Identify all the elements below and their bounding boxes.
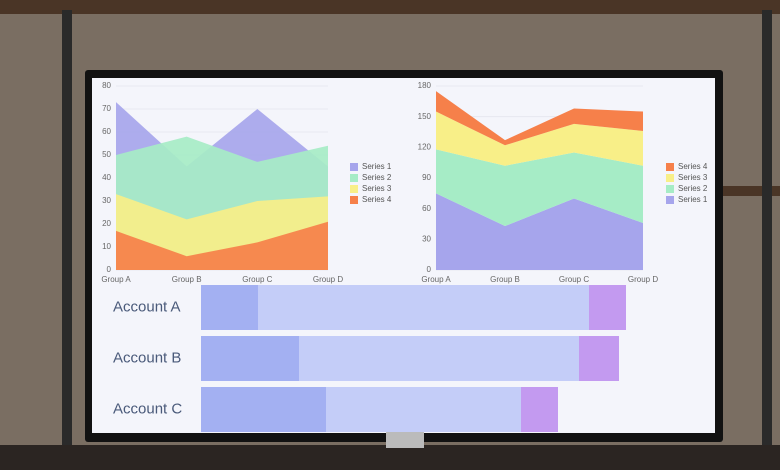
pipe xyxy=(62,10,72,470)
legend-swatch xyxy=(666,196,674,204)
category-label: Account A xyxy=(113,298,181,315)
legend-swatch xyxy=(666,174,674,182)
legend-swatch xyxy=(350,196,358,204)
x-tick-label: Group B xyxy=(490,275,520,284)
x-tick-label: Group A xyxy=(101,275,131,284)
shelf xyxy=(0,0,780,14)
y-tick-label: 30 xyxy=(422,234,431,243)
charts: 0 10 20 30 40 50 60 70 80 Group A Group B Group C Gr… xyxy=(101,81,708,432)
legend-swatch xyxy=(350,185,358,193)
y-tick-label: 50 xyxy=(102,150,111,159)
bar-segment xyxy=(201,285,258,330)
y-tick-label: 80 xyxy=(102,81,111,90)
area xyxy=(436,149,643,227)
bar-segment xyxy=(589,285,626,330)
category-label: Account C xyxy=(113,400,182,417)
y-tick-label: 0 xyxy=(107,265,112,274)
legend-swatch xyxy=(350,163,358,171)
x-tick-label: Group C xyxy=(559,275,589,284)
y-tick-label: 20 xyxy=(102,219,111,228)
area xyxy=(436,193,643,270)
bar-segment xyxy=(299,336,579,381)
bar-segment xyxy=(201,336,299,381)
x-tick-label: Group B xyxy=(172,275,202,284)
bar-segment xyxy=(579,336,619,381)
x-tick-label: Group D xyxy=(313,275,343,284)
category-label: Account B xyxy=(113,349,181,366)
tv-foot xyxy=(386,432,424,448)
bar-segment xyxy=(326,387,521,432)
y-tick-label: 0 xyxy=(427,265,432,274)
x-tick-label: Group C xyxy=(242,275,272,284)
legend-label: Series 2 xyxy=(362,173,392,182)
bar-segment xyxy=(201,387,326,432)
bar-segment xyxy=(521,387,558,432)
stand xyxy=(0,445,780,470)
area xyxy=(116,221,328,270)
legend-swatch xyxy=(666,185,674,193)
y-tick-label: 60 xyxy=(102,127,111,136)
y-tick-label: 60 xyxy=(422,204,431,213)
y-tick-label: 120 xyxy=(418,142,432,151)
legend-label: Series 4 xyxy=(362,195,392,204)
x-tick-label: Group A xyxy=(421,275,451,284)
y-tick-label: 10 xyxy=(102,242,111,251)
y-tick-label: 70 xyxy=(102,104,111,113)
bar-segment xyxy=(258,285,589,330)
area xyxy=(436,111,643,166)
pipe xyxy=(762,10,772,470)
y-tick-label: 150 xyxy=(418,112,432,121)
legend-label: Series 1 xyxy=(362,162,392,171)
y-tick-label: 180 xyxy=(418,81,432,90)
legend-swatch xyxy=(350,174,358,182)
legend-label: Series 3 xyxy=(678,173,708,182)
side-shelf xyxy=(720,186,780,196)
legend-label: Series 3 xyxy=(362,184,392,193)
legend-swatch xyxy=(666,163,674,171)
y-tick-label: 30 xyxy=(102,196,111,205)
y-tick-label: 40 xyxy=(102,173,111,182)
x-tick-label: Group D xyxy=(628,275,658,284)
legend-label: Series 2 xyxy=(678,184,708,193)
area xyxy=(436,91,643,146)
legend-label: Series 4 xyxy=(678,162,708,171)
legend-label: Series 1 xyxy=(678,195,708,204)
y-tick-label: 90 xyxy=(422,173,431,182)
